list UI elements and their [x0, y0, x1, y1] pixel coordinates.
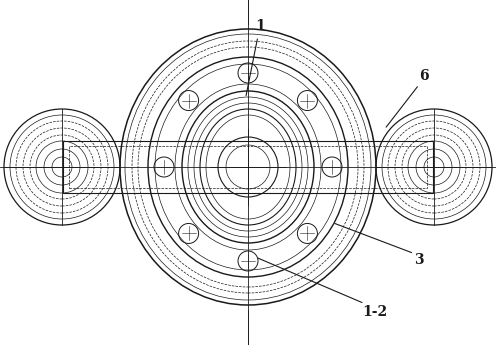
Text: 1: 1 [255, 19, 265, 33]
Text: 6: 6 [419, 69, 429, 83]
Bar [63, 141, 433, 193]
Text: 3: 3 [414, 254, 424, 267]
Text: 1-2: 1-2 [362, 305, 387, 319]
Bar [69, 146, 427, 188]
